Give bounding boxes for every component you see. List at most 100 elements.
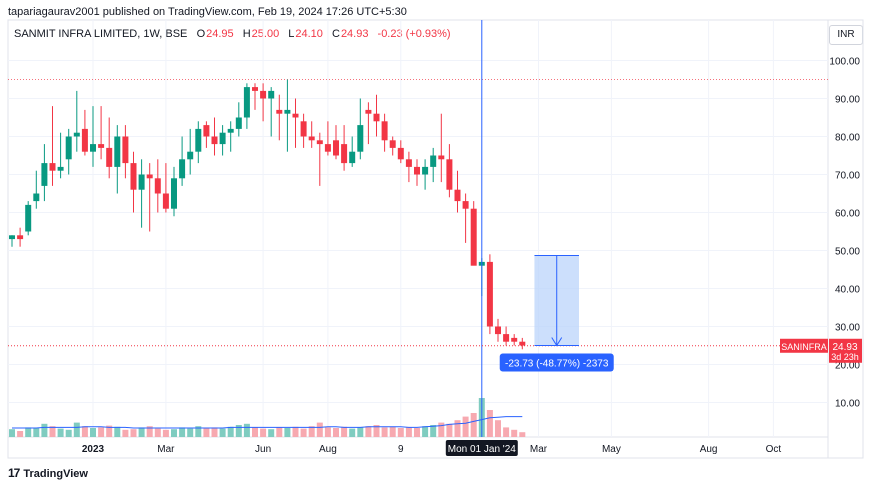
candle-body [187, 151, 194, 160]
volume-bar [519, 432, 526, 437]
candle [373, 94, 380, 137]
volume-bar [81, 426, 88, 437]
volume-bar [373, 425, 380, 437]
candle-body [324, 144, 331, 152]
candle [90, 106, 96, 167]
candle-body [122, 136, 129, 164]
volume-bar [122, 429, 129, 437]
candle [49, 106, 56, 186]
candle [17, 227, 24, 247]
y-tick-label: 80.00 [835, 133, 860, 144]
volume-bar [333, 428, 339, 437]
volume-bar [454, 420, 461, 437]
candle [495, 318, 501, 342]
candle [381, 113, 388, 152]
candle-body [454, 189, 461, 202]
candle [203, 121, 210, 148]
volume-bar [65, 429, 72, 437]
candle-body [138, 174, 145, 190]
candle-body [98, 144, 105, 148]
volume-bar [381, 427, 388, 437]
candle [25, 201, 32, 236]
y-tick-label: 20.00 [835, 361, 860, 372]
candle [324, 121, 331, 156]
candle [211, 117, 218, 156]
candle-body [57, 166, 64, 171]
change-value: -0.23 (+0.93%) [377, 28, 451, 40]
candle-body [341, 144, 348, 164]
volume-bar [252, 427, 258, 437]
volume-bar [203, 428, 210, 437]
candle [81, 109, 88, 156]
volume-bar [9, 429, 15, 437]
currency-button[interactable]: INR [829, 25, 863, 45]
volume-bar [511, 429, 518, 437]
volume-bar [73, 422, 80, 437]
candle-body [389, 140, 396, 148]
candle-body [81, 128, 88, 152]
volume-bar [25, 427, 32, 437]
volume-bar [227, 426, 234, 437]
candle-body [25, 204, 32, 232]
candle [219, 125, 226, 156]
candle [252, 83, 258, 110]
candle-body [106, 147, 113, 167]
volume-bar [162, 429, 169, 437]
candle [292, 98, 299, 148]
volume-bar [324, 427, 331, 437]
candle-body [373, 113, 380, 122]
symbol-legend: SANMIT INFRA LIMITED, 1W, BSE O24.95 H25… [14, 28, 457, 40]
candle-body [130, 163, 137, 190]
candle [478, 258, 485, 297]
candle [260, 83, 267, 122]
volume-bar [187, 428, 194, 437]
candle-body [357, 125, 364, 152]
candle-body [308, 136, 315, 141]
x-tick-label: Mar [157, 444, 175, 455]
candle [308, 121, 315, 148]
volume-bar [219, 428, 226, 437]
last-price-value: 24.93 [832, 342, 857, 353]
y-tick-label: 40.00 [835, 285, 860, 296]
candle [276, 94, 283, 141]
x-tick-label: 2023 [82, 444, 105, 455]
y-tick-label: 90.00 [835, 95, 860, 106]
candle-body [41, 163, 48, 186]
candle [503, 326, 510, 346]
tradingview-logo[interactable]: 17 TradingView [8, 466, 88, 480]
candle-body [503, 334, 510, 342]
volume-bar [300, 428, 307, 437]
volume-bar [365, 426, 372, 437]
volume-bar [292, 426, 299, 437]
volume-bar [106, 425, 113, 437]
volume-bar [308, 426, 315, 437]
candle-body [495, 326, 501, 335]
candle-body [300, 121, 307, 137]
candle [462, 193, 469, 243]
volume-bar [284, 428, 291, 437]
x-tick-label: Aug [700, 444, 718, 455]
volume-bar [414, 428, 420, 437]
candle [187, 128, 194, 175]
candle [243, 83, 250, 129]
candle-body [260, 90, 267, 99]
open-value: 24.95 [206, 28, 234, 40]
x-tick-label: Mar [530, 444, 548, 455]
volume-bar [405, 427, 412, 437]
candle [438, 113, 445, 183]
candle-body [349, 151, 356, 164]
candle-body [243, 87, 250, 118]
candle [33, 170, 40, 209]
measure-arrow-head [551, 337, 563, 347]
volume-bar [114, 426, 121, 437]
candle [9, 235, 15, 247]
high-value: 25.00 [251, 28, 280, 40]
crosshair-time-label: Mon 01 Jan '24 [448, 444, 517, 455]
symbol-name[interactable]: SANMIT INFRA LIMITED, 1W, BSE [14, 28, 188, 40]
candle [511, 334, 518, 346]
x-tick-label: May [602, 444, 621, 455]
volume-bar [130, 429, 137, 437]
candle [138, 159, 145, 228]
candle [316, 132, 323, 186]
